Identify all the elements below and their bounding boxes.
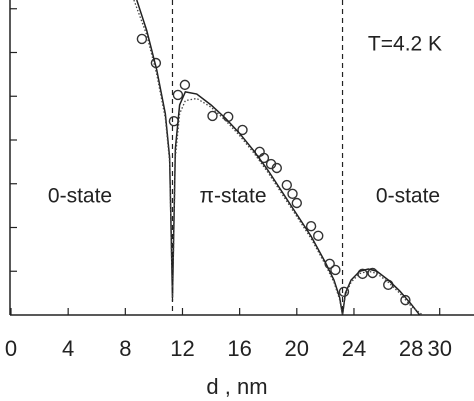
data-point (237, 124, 248, 136)
data-point (291, 197, 303, 209)
data-point (313, 230, 324, 242)
data-point (271, 162, 282, 174)
data-point (287, 188, 298, 200)
x-tick-label: 24 (342, 336, 366, 361)
data-point (207, 110, 218, 122)
x-tick-label: 16 (227, 336, 251, 361)
x-tick-label: 0 (5, 336, 17, 361)
annotation: 0-state (376, 185, 440, 208)
plot-area (133, 0, 423, 316)
data-point (136, 33, 148, 45)
data-point (330, 264, 341, 276)
x-tick-label: 4 (62, 336, 74, 361)
data-point (305, 220, 317, 232)
annotation: T=4.2 K (368, 33, 442, 56)
data-point (400, 294, 411, 306)
annotation: 0-state (48, 185, 112, 208)
x-tick-label: 28 (399, 336, 423, 361)
annotation: π-state (199, 185, 266, 208)
data-point (172, 89, 184, 101)
x-tick-label: 20 (285, 336, 309, 361)
data-point (338, 286, 350, 298)
data-point (281, 179, 292, 191)
x-tick-label: 8 (119, 336, 131, 361)
x-tick-label: 30 (427, 336, 451, 361)
x-axis-title: d , nm (206, 374, 267, 399)
data-point (179, 79, 191, 91)
x-tick-label: 12 (170, 336, 194, 361)
